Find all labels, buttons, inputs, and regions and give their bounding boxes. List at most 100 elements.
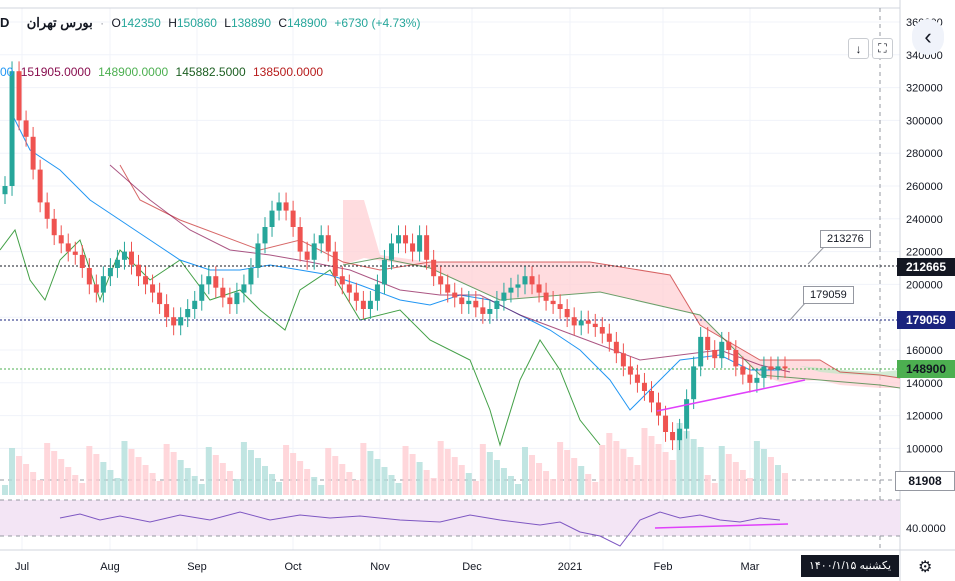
span-b-line — [119, 164, 901, 379]
candle-body — [761, 366, 767, 378]
volume-bar — [51, 451, 58, 495]
candle-body — [353, 292, 359, 301]
volume-bar — [592, 482, 599, 495]
open-label: O — [111, 16, 121, 30]
volume-bar — [557, 442, 564, 495]
volume-bar — [451, 457, 458, 495]
candle-body — [114, 259, 120, 268]
scroll-down-button[interactable]: ↓ — [848, 38, 869, 59]
volume-bar — [620, 449, 627, 495]
volume-bar — [205, 447, 212, 495]
candle-body — [58, 235, 64, 244]
arrow-down-icon: ↓ — [855, 41, 862, 56]
ohlc-legend: D بورس تهران · O142350 H150860 L138890 C… — [0, 15, 420, 31]
candle-body — [508, 287, 514, 293]
volume-bar — [479, 444, 486, 495]
tenkan-value: 00 — [0, 65, 14, 79]
price-axis-label: 280000 — [906, 148, 943, 160]
volume-bar — [753, 441, 760, 495]
candle-body — [438, 276, 444, 285]
settings-gear-icon[interactable]: ⚙ — [918, 559, 933, 576]
volume-bar — [606, 433, 613, 495]
volume-bar — [746, 478, 753, 495]
volume-bar — [522, 447, 528, 495]
candle-body — [480, 307, 486, 314]
volume-bar — [641, 428, 648, 495]
volume-bar — [233, 479, 240, 495]
symbol-name[interactable]: بورس تهران — [26, 15, 93, 30]
volume-bar — [142, 465, 149, 495]
callout-lower[interactable]: 179059 — [803, 286, 854, 304]
price-axis-label: 300000 — [906, 115, 943, 127]
volume-bar — [191, 476, 198, 495]
level-tag-high: 212665 — [897, 258, 955, 276]
candle-body — [30, 136, 36, 170]
candle-body — [585, 320, 591, 324]
separator-dot: · — [100, 16, 105, 30]
candle-body — [452, 292, 458, 298]
candle-body — [79, 254, 85, 268]
price-axis-label: 140000 — [906, 378, 943, 390]
candle-body — [143, 276, 149, 285]
collapse-button[interactable]: ‹ — [912, 19, 944, 55]
candle-body — [304, 251, 310, 260]
volume-bar — [226, 471, 233, 495]
volume-bar — [725, 454, 732, 495]
time-axis-label: Nov — [370, 561, 390, 573]
candle-body — [670, 432, 676, 441]
volume-bar — [444, 449, 451, 495]
candle-body — [417, 235, 423, 252]
candle-body — [641, 382, 647, 391]
chevron-left-icon: ‹ — [924, 24, 932, 49]
volume-bar — [254, 458, 261, 495]
current-price-tag: 148900 — [897, 360, 955, 378]
volume-bar — [9, 448, 16, 495]
candle-body — [262, 227, 268, 244]
volume-bar — [627, 457, 634, 495]
volume-bar — [430, 478, 437, 495]
volume-bar — [304, 469, 311, 495]
price-axis-label: 320000 — [906, 83, 943, 95]
candle-body — [381, 259, 387, 285]
volume-bar — [437, 441, 444, 495]
volume-bar — [655, 444, 662, 495]
candle-body — [164, 304, 170, 318]
rsi-line — [59, 511, 781, 547]
candle-body — [473, 300, 479, 308]
volume-bar — [240, 442, 247, 495]
volume-bar — [339, 464, 346, 495]
volume-bar — [114, 478, 121, 495]
candle-body — [754, 377, 760, 383]
volume-bar — [507, 476, 514, 495]
candle-body — [726, 341, 732, 350]
volume-bar — [72, 475, 79, 495]
candle-body — [557, 304, 563, 309]
callout-upper[interactable]: 213276 — [820, 230, 871, 248]
span-a-line — [342, 257, 901, 389]
price-axis-label: 100000 — [906, 443, 943, 455]
candle-body — [522, 276, 528, 285]
volume-bar — [149, 473, 156, 495]
low-label: L — [224, 16, 231, 30]
volume-bar — [37, 480, 44, 495]
candle-body — [494, 300, 500, 309]
volume-bar — [648, 436, 655, 495]
volume-bar — [86, 446, 93, 495]
candle-body — [592, 323, 598, 328]
candle-body — [241, 284, 247, 293]
candle-body — [410, 243, 416, 252]
volume-bar — [297, 461, 304, 495]
volume-bar — [198, 484, 205, 495]
volume-bar — [121, 441, 128, 495]
candle-body — [107, 268, 113, 277]
fullscreen-button[interactable]: ⛶ — [872, 38, 893, 59]
volume-bar — [578, 466, 585, 495]
symbol-tail: D — [0, 15, 10, 30]
price-axis-label: 220000 — [906, 247, 943, 259]
volume-bar — [613, 441, 620, 495]
volume-bar — [107, 470, 114, 495]
candle-body — [747, 374, 753, 383]
candle-body — [564, 309, 570, 318]
